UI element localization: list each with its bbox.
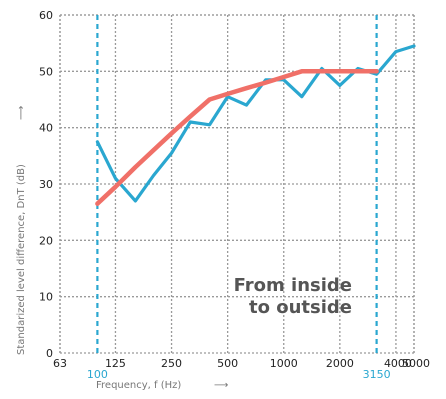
x-axis-arrow: ⟶ xyxy=(214,380,228,391)
y-tick-label-60: 60 xyxy=(39,9,53,22)
series-layer xyxy=(95,44,416,206)
series-0-point-630 xyxy=(245,104,248,106)
highlight-tick-label-3150: 3150 xyxy=(363,368,391,381)
series-0-point-200 xyxy=(152,174,155,177)
y-tick-label-20: 20 xyxy=(39,234,53,247)
series-0-point-4000 xyxy=(395,50,397,53)
y-tick-label-30: 30 xyxy=(39,178,53,191)
series-1-point-500 xyxy=(226,93,229,95)
x-tick-label-63: 63 xyxy=(53,357,67,370)
series-1-point-630 xyxy=(245,87,248,89)
series-1-point-1250 xyxy=(301,70,303,73)
y-tick-label-0: 0 xyxy=(46,347,53,360)
y-tick-label-50: 50 xyxy=(39,65,53,78)
series-0-point-160 xyxy=(134,200,137,202)
x-tick-label-2000: 2000 xyxy=(326,357,354,370)
y-tick-label-40: 40 xyxy=(39,122,53,135)
series-1-point-1000 xyxy=(282,76,285,78)
series-line-1 xyxy=(95,69,379,206)
series-1-point-250 xyxy=(170,132,173,135)
highlight-tick-label-100: 100 xyxy=(87,368,108,381)
series-0-point-400 xyxy=(208,124,211,126)
series-1-point-2000 xyxy=(339,70,341,73)
series-0-point-315 xyxy=(189,121,192,123)
series-1-point-3150 xyxy=(375,70,378,73)
series-1-point-800 xyxy=(264,81,267,84)
series-1-point-1600 xyxy=(321,70,323,73)
series-0-point-250 xyxy=(170,152,173,154)
series-1-point-125 xyxy=(114,186,117,188)
series-0-point-1250 xyxy=(301,95,303,98)
x-axis-label: Frequency, f (Hz) xyxy=(96,380,181,391)
series-1-point-200 xyxy=(152,149,155,151)
x-tick-label-500: 500 xyxy=(217,357,238,370)
series-1-point-100 xyxy=(96,202,99,205)
series-0-point-100 xyxy=(96,141,99,143)
x-tick-label-4000: 4000 xyxy=(384,357,412,370)
tick-labels: 0 10 20 30 40 50 60 63 125 250 500 1000 2000 40005000… xyxy=(39,9,430,381)
series-0-point-1600 xyxy=(321,67,323,70)
x-tick-label-1000: 1000 xyxy=(270,357,298,370)
series-0-point-3150 xyxy=(375,73,378,75)
grid xyxy=(59,14,415,354)
series-1-point-315 xyxy=(189,115,192,118)
x-tick-label-125: 125 xyxy=(105,357,126,370)
annotation-line-2: to outside xyxy=(249,297,352,318)
series-0-point-2000 xyxy=(339,84,341,87)
series-1-point-160 xyxy=(134,166,137,168)
y-axis-arrow: ⟶ xyxy=(16,106,27,120)
annotation-line-1: From inside xyxy=(234,275,352,296)
series-0-point-5000 xyxy=(413,45,415,47)
series-0-point-125 xyxy=(114,177,117,180)
y-axis-label: Standarized level difference, DnT (dB) xyxy=(16,164,27,355)
series-0-point-2500 xyxy=(357,67,359,70)
series-1-point-400 xyxy=(208,98,211,101)
x-tick-label-5000: 5000 xyxy=(402,357,430,370)
series-1-point-2500 xyxy=(357,70,359,73)
y-tick-label-10: 10 xyxy=(39,291,53,304)
x-tick-label-250: 250 xyxy=(161,357,182,370)
